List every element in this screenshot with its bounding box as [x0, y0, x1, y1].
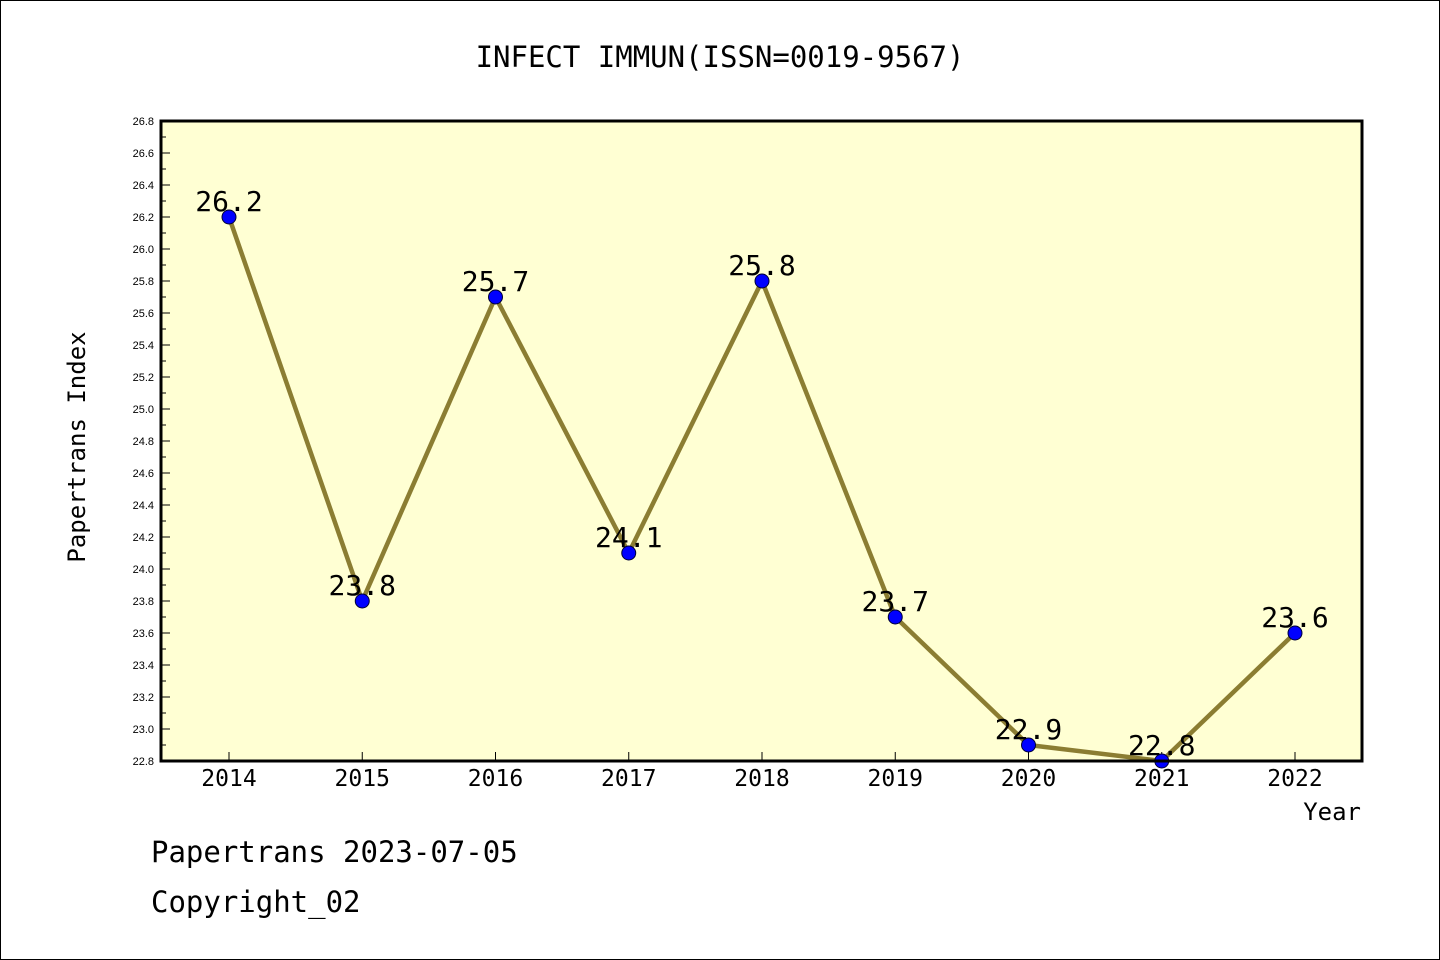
footer-date: Papertrans 2023-07-05	[151, 835, 518, 869]
x-tick-label: 2021	[1134, 766, 1189, 792]
data-point	[221, 209, 237, 225]
y-tick-label: 24.2	[133, 532, 154, 544]
x-tick-label: 2018	[734, 766, 789, 792]
data-point	[354, 593, 370, 609]
footer-copyright: Copyright_02	[151, 885, 361, 919]
x-tick-label: 2015	[335, 766, 390, 792]
x-axis: 2014 2015 2016 2017 2018 2019 2020 2021 2022	[201, 752, 1323, 792]
data-point	[1021, 737, 1036, 753]
chart-title: INFECT IMMUN(ISSN=0019-9567)	[476, 40, 965, 74]
data-label: 23.7	[862, 585, 929, 618]
y-tick-label: 24.6	[133, 468, 154, 480]
y-tick-label: 26.0	[133, 244, 154, 256]
y-tick-label: 25.2	[133, 372, 154, 384]
y-tick-label: 25.8	[133, 276, 154, 288]
data-series	[221, 209, 1303, 769]
x-tick-label: 2014	[201, 766, 256, 792]
y-tick-label: 25.6	[133, 308, 154, 320]
y-tick-label: 26.2	[133, 212, 154, 224]
data-label: 25.8	[728, 249, 795, 282]
data-label: 23.6	[1261, 601, 1328, 634]
y-tick-label: 26.8	[133, 116, 154, 128]
y-tick-label: 24.8	[133, 436, 154, 448]
x-tick-label: 2022	[1267, 766, 1322, 792]
data-label: 24.1	[595, 521, 662, 554]
y-tick-label: 22.8	[133, 756, 154, 768]
data-label: 23.8	[329, 569, 396, 602]
y-tick-label: 23.4	[133, 660, 154, 672]
y-tick-label: 23.2	[133, 692, 154, 704]
data-point	[887, 609, 903, 625]
y-tick-label: 23.6	[133, 628, 154, 640]
data-point	[621, 545, 637, 561]
y-tick-label: 26.6	[133, 148, 154, 160]
y-tick-label: 23.0	[133, 724, 154, 736]
y-tick-label: 26.4	[133, 180, 154, 192]
data-label: 25.7	[462, 265, 529, 298]
data-point	[754, 273, 770, 289]
x-axis-label: Year	[1303, 798, 1361, 826]
x-tick-label: 2020	[1001, 766, 1056, 792]
data-point	[488, 289, 503, 305]
data-labels: 26.2 23.8 25.7 24.1 25.8 23.7 22.9 22.8 23.6	[195, 185, 1328, 762]
plot-frame	[159, 119, 1364, 763]
data-label: 26.2	[195, 185, 262, 218]
y-tick-label: 25.0	[133, 404, 154, 416]
x-tick-label: 2017	[601, 766, 656, 792]
x-tick-label: 2016	[468, 766, 523, 792]
y-axis-label: Papertrans Index	[63, 331, 91, 562]
y-tick-label: 24.4	[133, 500, 154, 512]
y-tick-label: 23.8	[133, 596, 154, 608]
plot-area	[161, 121, 1362, 761]
y-tick-label: 24.0	[133, 564, 154, 576]
data-label: 22.9	[995, 713, 1062, 746]
x-tick-label: 2019	[868, 766, 923, 792]
y-axis: 22.8 23.0 23.2 23.4 23.6 23.8 24.0 24.2 24.4 24.6…	[133, 116, 170, 768]
y-tick-label: 25.4	[133, 340, 154, 352]
data-label: 22.8	[1128, 729, 1195, 762]
data-point	[1287, 625, 1303, 641]
